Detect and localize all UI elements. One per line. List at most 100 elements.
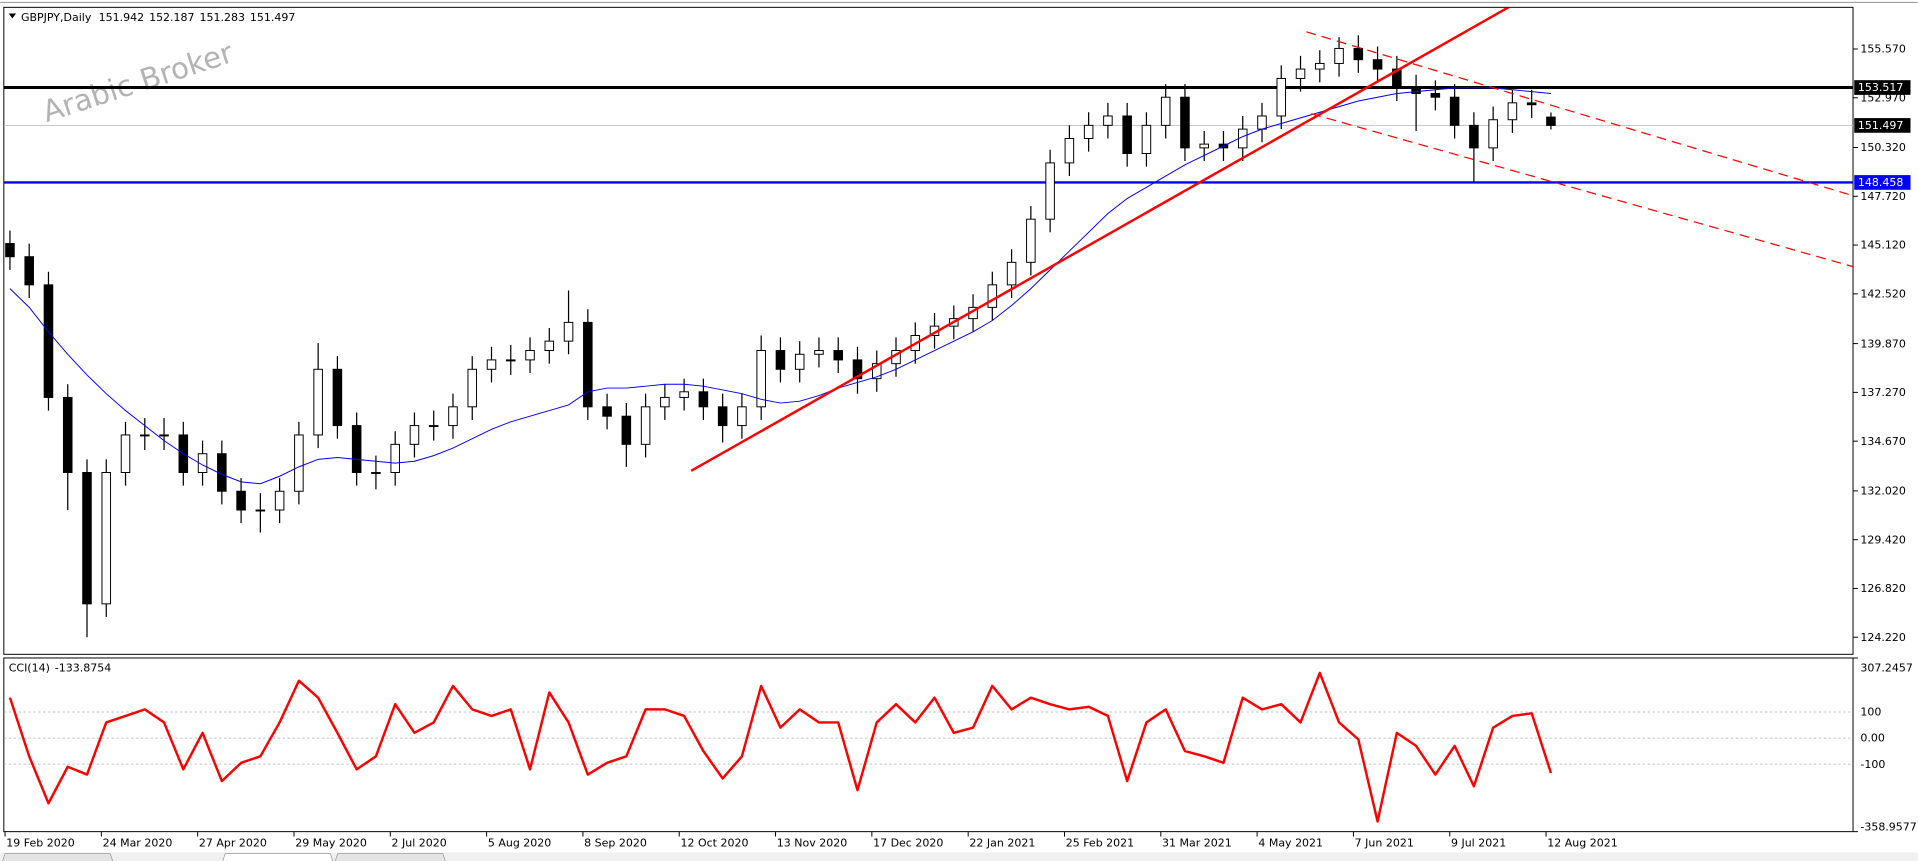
symbol: GBPJPY,Daily bbox=[21, 11, 92, 24]
candle-body bbox=[313, 368, 323, 436]
candle-body bbox=[1026, 218, 1036, 263]
candle-body bbox=[1372, 59, 1383, 70]
x-tick-label: 5 Aug 2020 bbox=[488, 836, 551, 849]
candle-body bbox=[390, 443, 400, 473]
x-tick-label: 13 Nov 2020 bbox=[777, 836, 847, 849]
tab-strip bbox=[0, 852, 1918, 861]
y-tick-label: 142.520 bbox=[1860, 288, 1906, 301]
y-tick-label: 150.320 bbox=[1860, 141, 1906, 154]
candle-body bbox=[1315, 62, 1325, 70]
candle-body bbox=[448, 406, 458, 427]
candle-body bbox=[409, 425, 420, 445]
candle-body bbox=[43, 284, 54, 398]
x-tick-label: 2 Jul 2020 bbox=[392, 836, 447, 849]
x-tick-label: 31 Mar 2021 bbox=[1162, 836, 1232, 849]
candle-body bbox=[197, 453, 208, 473]
main-panel-frame bbox=[3, 6, 1854, 655]
candle-body bbox=[1411, 87, 1421, 94]
x-tick-label: 12 Oct 2020 bbox=[680, 836, 748, 849]
candle-body bbox=[756, 350, 766, 408]
candle-body bbox=[371, 472, 381, 474]
candle-body bbox=[583, 321, 593, 408]
tab[interactable] bbox=[2, 853, 114, 861]
candle-body bbox=[814, 350, 824, 355]
y-tick-label: 155.570 bbox=[1860, 43, 1906, 56]
candle-body bbox=[640, 406, 651, 445]
candle-body bbox=[698, 391, 709, 408]
candle-body bbox=[1392, 68, 1402, 89]
candle-body bbox=[987, 284, 998, 308]
y-tick-label: 147.720 bbox=[1860, 190, 1906, 203]
y-tick-label: 134.670 bbox=[1860, 435, 1906, 448]
channel-line bbox=[1311, 113, 1854, 268]
y-tick-label: 100 bbox=[1860, 706, 1881, 719]
candle-body bbox=[101, 472, 112, 605]
x-tick-label: 9 Jul 2021 bbox=[1451, 836, 1506, 849]
candle-body bbox=[563, 321, 574, 342]
candle-body bbox=[1141, 124, 1152, 154]
candle-body bbox=[351, 425, 362, 473]
candle-body bbox=[1353, 47, 1364, 61]
candle-body bbox=[833, 350, 843, 361]
candle-body bbox=[544, 340, 555, 352]
x-tick-label: 24 Mar 2020 bbox=[103, 836, 173, 849]
candle-body bbox=[1334, 47, 1344, 64]
candle-body bbox=[621, 415, 632, 445]
indicator-header: CCI(14) -133.8754 bbox=[9, 661, 112, 674]
candle-body bbox=[737, 406, 747, 427]
price-label: 153.517 bbox=[1858, 81, 1904, 94]
x-tick-label: 19 Feb 2020 bbox=[6, 836, 74, 849]
price-label: 148.458 bbox=[1858, 176, 1904, 189]
trend-line bbox=[690, 7, 1511, 472]
candle-body bbox=[1064, 138, 1075, 164]
y-tick-label: 139.870 bbox=[1860, 337, 1906, 350]
candle-body bbox=[24, 256, 34, 286]
candle-body bbox=[294, 434, 304, 492]
moving-average bbox=[9, 87, 1551, 485]
candle-body bbox=[1103, 115, 1113, 126]
candle-body bbox=[1122, 115, 1132, 154]
candle-body bbox=[486, 359, 497, 370]
y-tick-label: 124.220 bbox=[1860, 631, 1906, 644]
candle-body bbox=[1257, 115, 1267, 130]
candle-body bbox=[525, 350, 535, 361]
x-tick-label: 17 Dec 2020 bbox=[873, 836, 943, 849]
candle-body bbox=[717, 406, 728, 427]
candle-body bbox=[602, 406, 612, 417]
candle-body bbox=[255, 509, 266, 512]
candle-body bbox=[5, 243, 15, 258]
candle-body bbox=[236, 490, 246, 511]
y-tick-label: -100 bbox=[1860, 758, 1885, 771]
tab[interactable] bbox=[222, 853, 334, 861]
candle-body bbox=[1083, 124, 1094, 139]
candle-body bbox=[1546, 116, 1556, 126]
chart-header: GBPJPY,Daily 151.942 152.187 151.283 151.497 bbox=[21, 11, 295, 24]
candle-body bbox=[1507, 102, 1518, 121]
cci-plot bbox=[3, 671, 1854, 823]
candle-body bbox=[1526, 102, 1537, 106]
candle-body bbox=[159, 434, 169, 437]
candle-body bbox=[1006, 261, 1017, 286]
x-tick-label: 25 Feb 2021 bbox=[1066, 836, 1134, 849]
indicator-title: CCI(14) bbox=[9, 661, 50, 674]
tab[interactable] bbox=[334, 853, 446, 861]
candle-body bbox=[1488, 119, 1498, 149]
last-open: 151.942 bbox=[99, 11, 145, 24]
y-tick-label: -358.9577 bbox=[1860, 820, 1916, 833]
x-tick-label: 12 Aug 2021 bbox=[1547, 836, 1617, 849]
candle-body bbox=[62, 396, 73, 473]
menu-arrow[interactable] bbox=[8, 13, 17, 19]
y-tick-label: 129.420 bbox=[1860, 533, 1906, 546]
candle-body bbox=[794, 353, 805, 370]
candle-body bbox=[332, 368, 343, 427]
candle-body bbox=[660, 396, 670, 408]
price-label-box bbox=[1854, 175, 1911, 190]
candle-body bbox=[140, 434, 150, 437]
candle-body bbox=[1180, 96, 1190, 149]
candle-body bbox=[428, 425, 439, 428]
x-tick-label: 7 Jun 2021 bbox=[1355, 836, 1414, 849]
candle-body bbox=[467, 368, 478, 408]
price-label: 151.497 bbox=[1858, 119, 1904, 132]
